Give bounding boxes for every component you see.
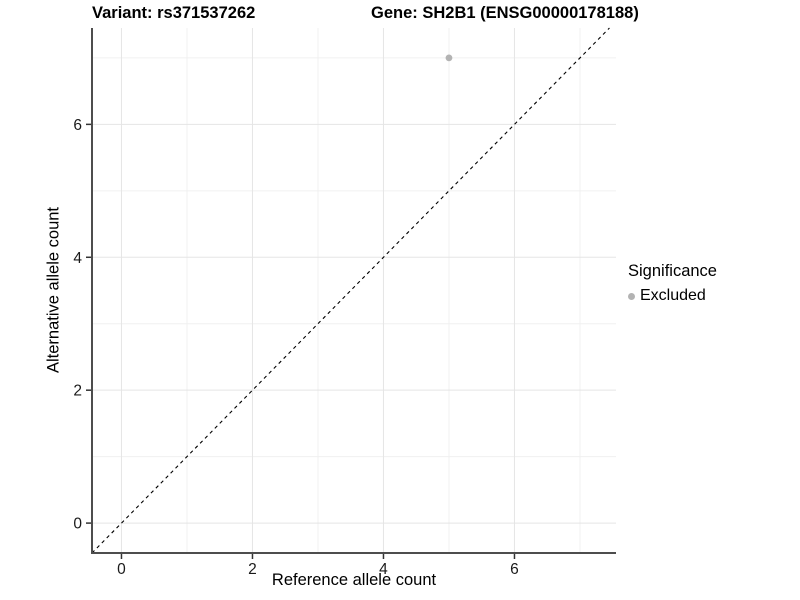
data-points-group [445,54,453,62]
tick-labels-group: 0 2 4 6 0 2 4 6 [73,117,518,578]
identity-line-group [91,27,610,554]
y-tick-label: 2 [73,383,82,400]
data-point [445,54,453,62]
x-tick-label: 0 [117,561,126,578]
minor-gridlines [92,28,616,553]
legend-item-label: Excluded [640,287,706,304]
gene-title: Gene: SH2B1 (ENSG00000178188) [371,4,639,22]
legend: Significance Excluded [628,262,717,305]
y-axis-title: Alternative allele count [44,206,63,374]
x-tick-label: 2 [248,561,257,578]
legend-item-excluded: Excluded [628,287,717,305]
y-tick-label: 4 [73,250,82,267]
y-tick-label: 6 [73,117,82,134]
x-tick-label: 6 [510,561,519,578]
axis-lines-group [91,28,616,554]
axis-ticks-group [86,123,516,559]
identity-dashed-line [91,27,610,554]
x-axis-title: Reference allele count [271,571,437,589]
y-tick-label: 0 [73,516,82,533]
x-tick-label: 4 [379,561,388,578]
major-gridlines [92,28,616,553]
variant-title: Variant: rs371537262 [92,4,256,22]
legend-key-dot-icon [628,292,635,300]
legend-title: Significance [628,262,717,280]
